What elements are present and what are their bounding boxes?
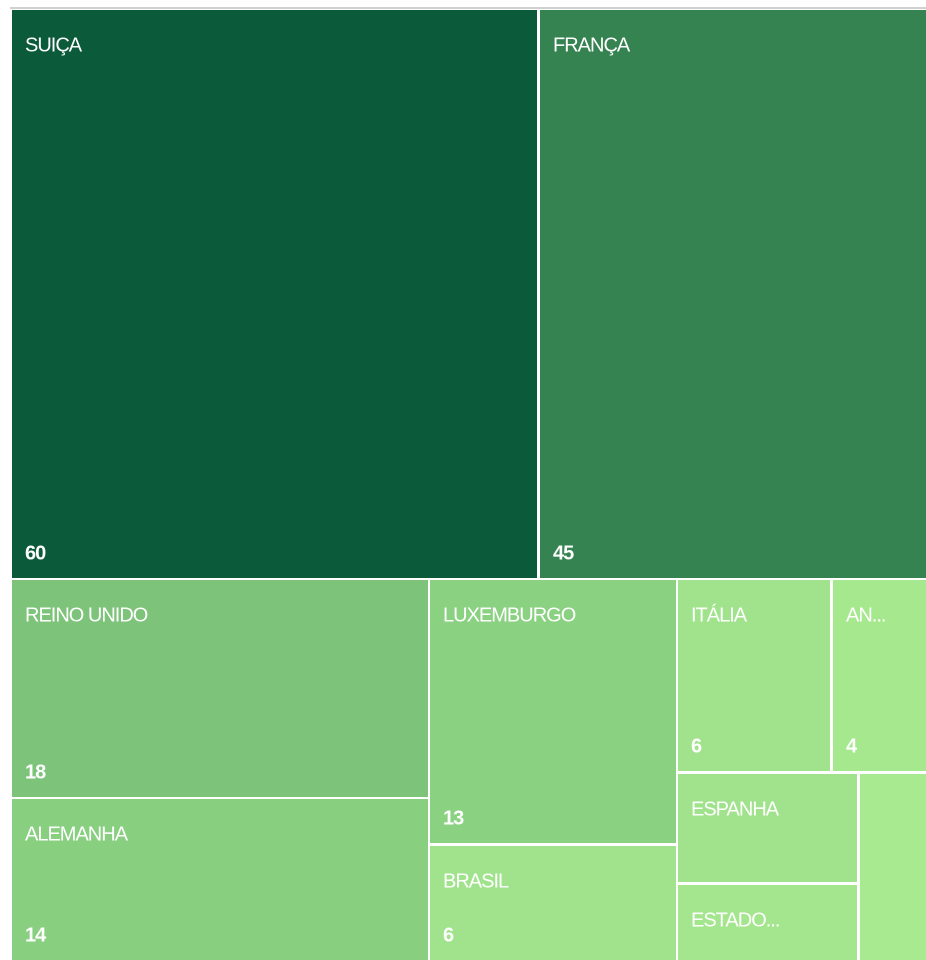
tile	[12, 10, 537, 578]
tile-label: AN...	[846, 604, 885, 626]
tile-value: 6	[443, 924, 454, 946]
tile	[430, 580, 676, 843]
tile-value: 60	[25, 542, 46, 564]
tile	[860, 774, 926, 960]
tile	[678, 885, 857, 960]
tile-value: 13	[443, 807, 464, 829]
tile-label: LUXEMBURGO	[443, 604, 576, 626]
tile-label: FRANÇA	[553, 34, 631, 56]
tile-value: 6	[691, 735, 702, 757]
tile-label: ALEMANHA	[25, 823, 129, 845]
tile-value: 45	[553, 542, 574, 564]
tile-value: 18	[25, 761, 46, 783]
tile	[678, 774, 857, 882]
tile	[430, 846, 676, 960]
tile-label: ESTADO...	[691, 909, 779, 931]
tile-value: 14	[25, 924, 47, 946]
tile	[12, 580, 428, 797]
tile-value: 4	[846, 735, 858, 757]
tile-label: REINO UNIDO	[25, 604, 148, 626]
tile	[678, 580, 830, 771]
tile	[833, 580, 926, 771]
tile-label: ESPANHA	[691, 798, 780, 820]
tile-label: BRASIL	[443, 870, 509, 892]
tile	[540, 10, 926, 578]
tile	[12, 799, 428, 960]
tile-label: ITÁLIA	[691, 603, 748, 626]
tile-label: SUIÇA	[25, 34, 83, 56]
